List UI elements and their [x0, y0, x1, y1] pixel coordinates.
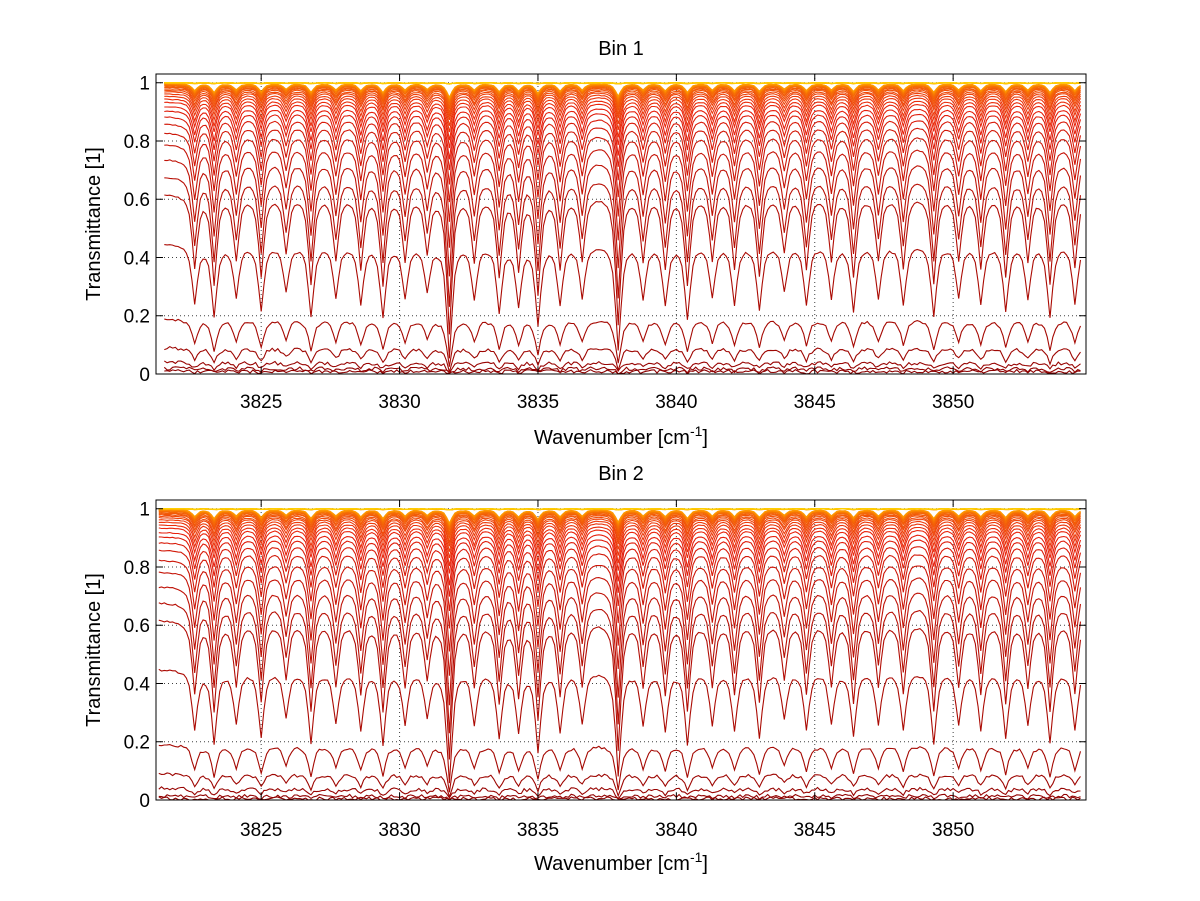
y-tick-label: 0	[139, 365, 150, 386]
chart-title: Bin 2	[598, 463, 644, 485]
series-line	[158, 793, 1081, 800]
series-line	[158, 510, 1081, 530]
series-line	[158, 586, 1082, 706]
x-tick-label: 3835	[517, 392, 559, 413]
x-tick-label: 3840	[655, 392, 697, 413]
series-line	[164, 244, 1082, 359]
series-line	[164, 177, 1082, 307]
y-tick-label: 0	[139, 791, 150, 812]
y-tick-label: 0.8	[124, 132, 150, 153]
series-line	[164, 194, 1082, 335]
y-tick-label: 0.6	[124, 190, 150, 211]
series-line	[158, 524, 1082, 567]
series-line	[164, 81, 1081, 85]
x-tick-label: 3825	[240, 820, 282, 841]
series-line	[164, 116, 1082, 185]
series-line	[158, 514, 1081, 540]
series-line	[164, 86, 1081, 109]
y-tick-label: 1	[139, 74, 150, 95]
x-tick-label: 3845	[794, 392, 836, 413]
series-line	[164, 106, 1082, 160]
series-line	[164, 82, 1081, 99]
y-tick-label: 0.2	[124, 307, 150, 328]
subplot-bin-2: 3825 3830 3835 3840 3845 3850 0 0.2 0.4 0.6 0.8 1 Bi…	[83, 463, 1087, 875]
series-line	[158, 619, 1082, 760]
series-line	[158, 508, 1081, 525]
series-line	[158, 527, 1082, 574]
x-axis-label: Wavenumber [cm-1]	[534, 849, 708, 875]
x-tick-label: 3850	[932, 392, 974, 413]
series-line	[164, 91, 1081, 121]
series-line	[164, 84, 1081, 104]
series-line	[158, 786, 1081, 800]
y-tick-label: 0.4	[124, 674, 151, 695]
series-line	[158, 744, 1082, 793]
series-line	[158, 515, 1081, 545]
y-tick-label: 0.2	[124, 733, 150, 754]
x-tick-label: 3825	[240, 392, 282, 413]
series-line	[158, 519, 1081, 552]
series-line	[164, 101, 1082, 149]
series-line	[164, 345, 1081, 374]
x-tick-label: 3845	[794, 820, 836, 841]
series-line	[164, 144, 1082, 248]
axes-box	[155, 499, 1087, 801]
y-axis-label: Transmittance [1]	[83, 147, 105, 301]
series-group	[163, 81, 1082, 374]
series-line	[158, 531, 1082, 586]
y-tick-label: 1	[139, 500, 150, 521]
series-line	[164, 88, 1081, 115]
series-line	[163, 360, 1081, 374]
series-line	[164, 89, 1081, 118]
series-line	[164, 110, 1082, 171]
series-line	[164, 368, 1081, 374]
series-line	[164, 86, 1081, 111]
series-line	[164, 123, 1082, 203]
x-tick-label: 3840	[655, 820, 697, 841]
series-line	[158, 668, 1082, 784]
series-line	[158, 521, 1082, 559]
series-line	[158, 512, 1081, 535]
series-line	[164, 95, 1082, 133]
x-tick-label: 3830	[378, 820, 420, 841]
series-line	[158, 559, 1082, 652]
series-line	[164, 159, 1082, 277]
series-line	[158, 512, 1081, 537]
series-line	[158, 542, 1082, 611]
x-tick-label: 3830	[378, 392, 420, 413]
series-group	[158, 507, 1082, 800]
axes-box	[155, 73, 1087, 375]
series-line	[158, 571, 1082, 676]
series-line	[163, 366, 1081, 374]
chart-title: Bin 1	[598, 38, 644, 60]
x-axis-label: Wavenumber [cm-1]	[534, 423, 708, 449]
series-line	[164, 98, 1082, 141]
series-line	[158, 602, 1082, 734]
y-tick-label: 0.4	[124, 248, 151, 269]
y-tick-label: 0.8	[124, 558, 150, 579]
series-line	[158, 516, 1081, 547]
subplot-bin-1: 3825 3830 3835 3840 3845 3850 0 0.2 0.4 0.6 0.8 1 Bi…	[83, 38, 1087, 449]
x-tick-label: 3850	[932, 820, 974, 841]
series-line	[158, 507, 1081, 511]
series-line	[158, 772, 1081, 799]
series-line	[164, 318, 1082, 367]
series-line	[164, 132, 1082, 222]
series-line	[164, 93, 1081, 126]
series-line	[158, 549, 1082, 629]
series-line	[158, 536, 1082, 597]
y-tick-label: 0.6	[124, 616, 150, 637]
y-axis-label: Transmittance [1]	[83, 573, 105, 727]
x-tick-label: 3835	[517, 820, 559, 841]
